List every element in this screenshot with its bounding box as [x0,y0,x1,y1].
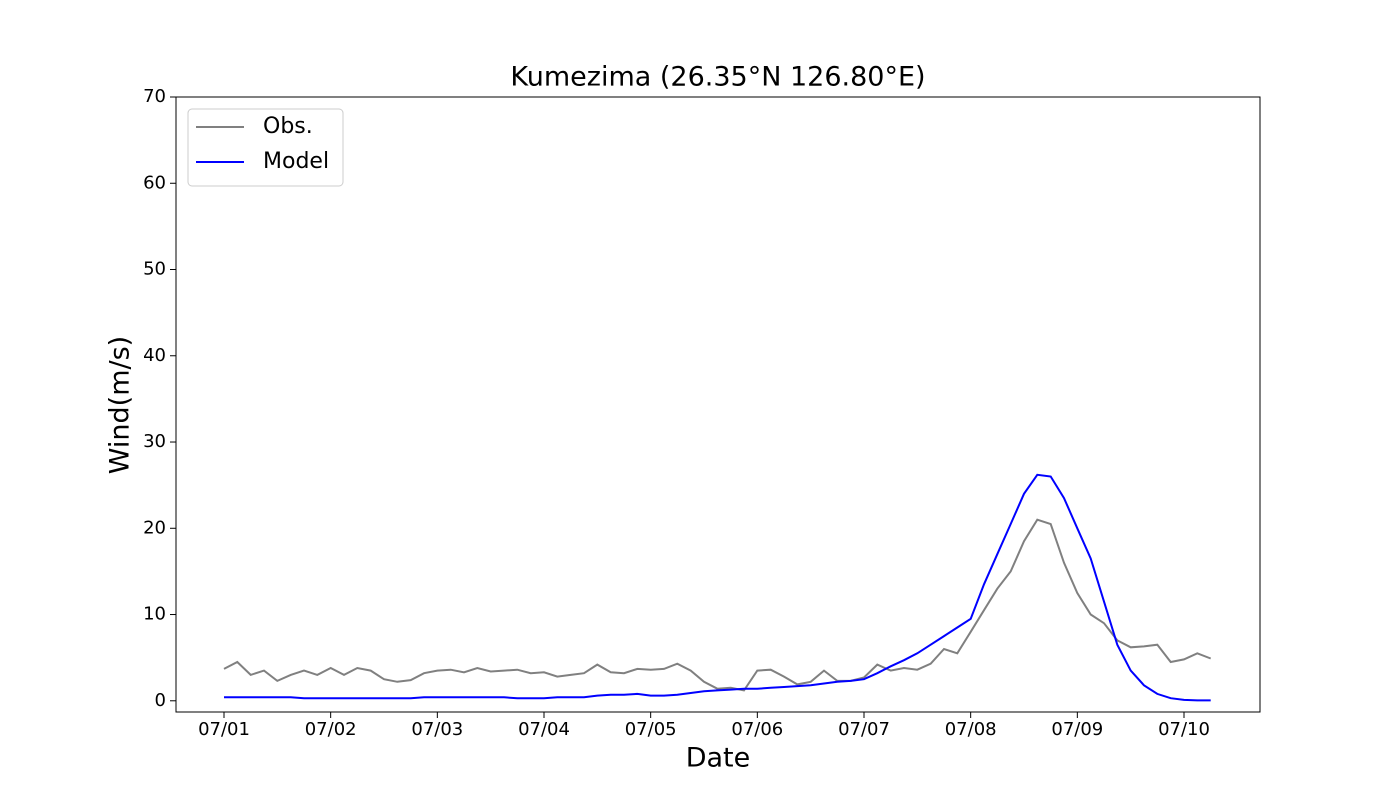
x-tick-label: 07/05 [625,719,677,740]
y-tick-label: 60 [143,172,166,193]
x-tick-label: 07/06 [731,719,783,740]
x-tick-label: 07/07 [838,719,890,740]
y-tick-label: 50 [143,259,166,280]
y-tick-label: 70 [143,86,166,107]
y-tick-label: 30 [143,431,166,452]
legend-label: Model [263,149,329,174]
plot-frame [175,96,1261,713]
legend-label: Obs. [263,114,313,139]
legend-box [187,108,344,187]
y-axis-label: Wind(m/s) [105,336,136,474]
x-tick-label: 07/01 [198,719,250,740]
x-tick-label: 07/10 [1158,719,1210,740]
x-axis-label: Date [686,743,751,774]
x-tick-label: 07/03 [411,719,463,740]
y-tick-label: 10 [143,604,166,625]
x-tick-label: 07/02 [305,719,357,740]
y-tick-label: 40 [143,345,166,366]
x-tick-label: 07/08 [945,719,997,740]
chart-title: Kumezima (26.35°N 126.80°E) [510,62,925,93]
series-line [223,518,1212,692]
y-tick-label: 0 [155,690,166,711]
x-tick-label: 07/09 [1051,719,1103,740]
y-tick-label: 20 [143,517,166,538]
series-line [224,473,1211,702]
x-tick-label: 07/04 [518,719,570,740]
